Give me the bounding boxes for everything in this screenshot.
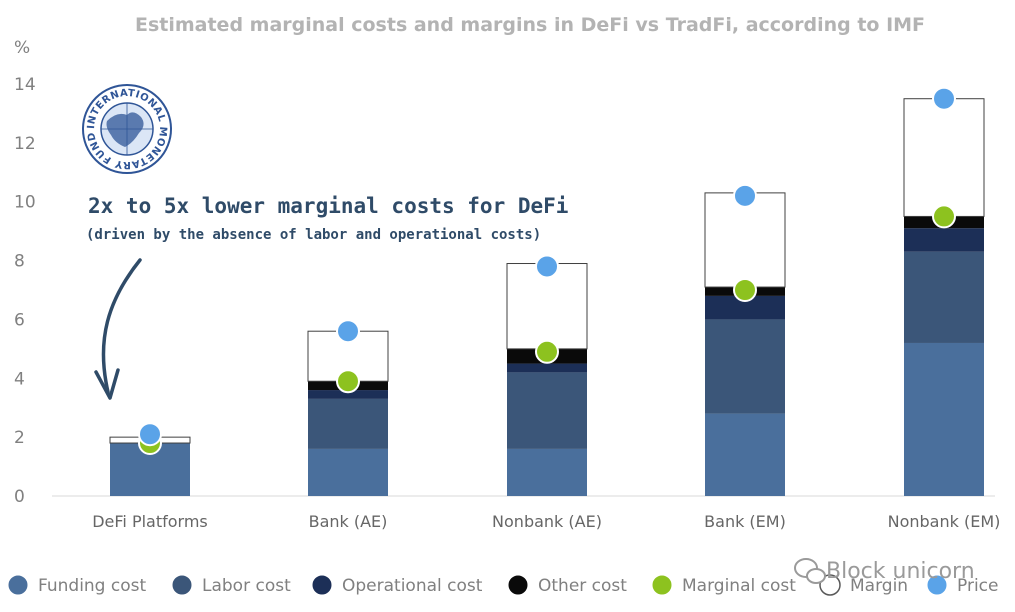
y-tick-6: 6	[14, 310, 25, 330]
x-tick-defi-platforms: DeFi Platforms	[92, 512, 208, 531]
watermark: Block unicorn	[794, 558, 975, 584]
bar-operational-cost-nonbank-ae	[507, 363, 587, 373]
bar-funding-cost-nonbank-em	[904, 342, 984, 496]
legend-item-funding-cost: Funding cost	[7, 574, 146, 596]
legend-item-margin: Margin	[819, 574, 908, 596]
marker-price-nonbank-ae	[535, 254, 559, 279]
y-tick-4: 4	[14, 369, 25, 389]
bar-labor-cost-bank-em	[705, 319, 785, 414]
watermark-text: Block unicorn	[826, 559, 975, 584]
x-tick-nonbank-em: Nonbank (EM)	[888, 512, 1001, 531]
markers	[138, 86, 956, 456]
legend-swatch-funding-cost	[7, 574, 29, 596]
legend-label-other-cost: Other cost	[538, 576, 627, 596]
x-tick-bank-em: Bank (EM)	[704, 512, 786, 531]
legend: Funding cost Labor cost Operational cost Ot…	[7, 574, 998, 596]
marker-marginal-cost-bank-ae	[336, 369, 360, 394]
y-tick-2: 2	[14, 428, 25, 448]
x-axis: DeFi Platforms Bank (AE) Nonbank (AE) Bank …	[92, 512, 1000, 531]
legend-item-other-cost: Other cost	[507, 574, 627, 596]
bar-operational-cost-bank-em	[705, 295, 785, 320]
y-tick-0: 0	[14, 487, 25, 507]
annotation-main: 2x to 5x lower marginal costs for DeFi	[88, 194, 568, 218]
chart-title: Estimated marginal costs and margins in …	[135, 14, 925, 36]
legend-swatch-operational-cost	[311, 574, 333, 596]
bar-funding-cost-bank-em	[705, 413, 785, 496]
marker-marginal-cost-nonbank-em	[932, 204, 956, 229]
legend-label-funding-cost: Funding cost	[38, 576, 146, 596]
marker-price-bank-ae	[336, 319, 360, 344]
legend-label-operational-cost: Operational cost	[342, 576, 483, 596]
legend-swatch-other-cost	[507, 574, 529, 596]
legend-item-labor-cost: Labor cost	[171, 574, 291, 596]
x-tick-bank-ae: Bank (AE)	[309, 512, 388, 531]
y-tick-10: 10	[14, 193, 36, 213]
y-axis-unit: %	[14, 38, 30, 58]
annotation-sub: (driven by the absence of labor and oper…	[86, 227, 541, 243]
wechat-icon	[794, 558, 826, 584]
marker-price-defi-platforms	[138, 422, 162, 447]
marker-price-bank-em	[733, 183, 757, 208]
y-tick-8: 8	[14, 252, 25, 272]
bar-funding-cost-nonbank-ae	[507, 448, 587, 496]
bar-funding-cost-bank-ae	[308, 448, 388, 496]
bars	[109, 98, 985, 496]
bar-labor-cost-bank-ae	[308, 398, 388, 449]
legend-label-price: Price	[957, 576, 998, 596]
x-tick-nonbank-ae: Nonbank (AE)	[492, 512, 602, 531]
legend-swatch-price	[926, 574, 948, 596]
marker-price-nonbank-em	[932, 86, 956, 111]
marker-marginal-cost-bank-em	[733, 278, 757, 302]
legend-item-price: Price	[926, 574, 998, 596]
annotation-arrow	[94, 258, 142, 400]
legend-label-labor-cost: Labor cost	[202, 576, 291, 596]
legend-item-operational-cost: Operational cost	[311, 574, 483, 596]
legend-swatch-labor-cost	[171, 574, 193, 596]
y-axis: 0 2 4 6 8 10 12 14	[14, 75, 36, 507]
legend-label-margin: Margin	[850, 576, 908, 596]
imf-logo: INTERNATIONAL MONETARY FUND	[82, 84, 172, 174]
legend-swatch-margin	[819, 574, 841, 596]
bar-operational-cost-bank-ae	[308, 390, 388, 399]
y-tick-14: 14	[14, 75, 36, 95]
legend-item-marginal-cost: Marginal cost	[651, 574, 796, 596]
legend-label-marginal-cost: Marginal cost	[682, 576, 796, 596]
y-tick-12: 12	[14, 134, 36, 154]
bar-labor-cost-nonbank-em	[904, 251, 984, 343]
marker-marginal-cost-nonbank-ae	[535, 339, 559, 364]
bar-operational-cost-nonbank-em	[904, 228, 984, 252]
bar-margin-nonbank-em	[903, 98, 985, 217]
legend-swatch-marginal-cost	[651, 574, 673, 596]
bar-labor-cost-nonbank-ae	[507, 372, 587, 449]
